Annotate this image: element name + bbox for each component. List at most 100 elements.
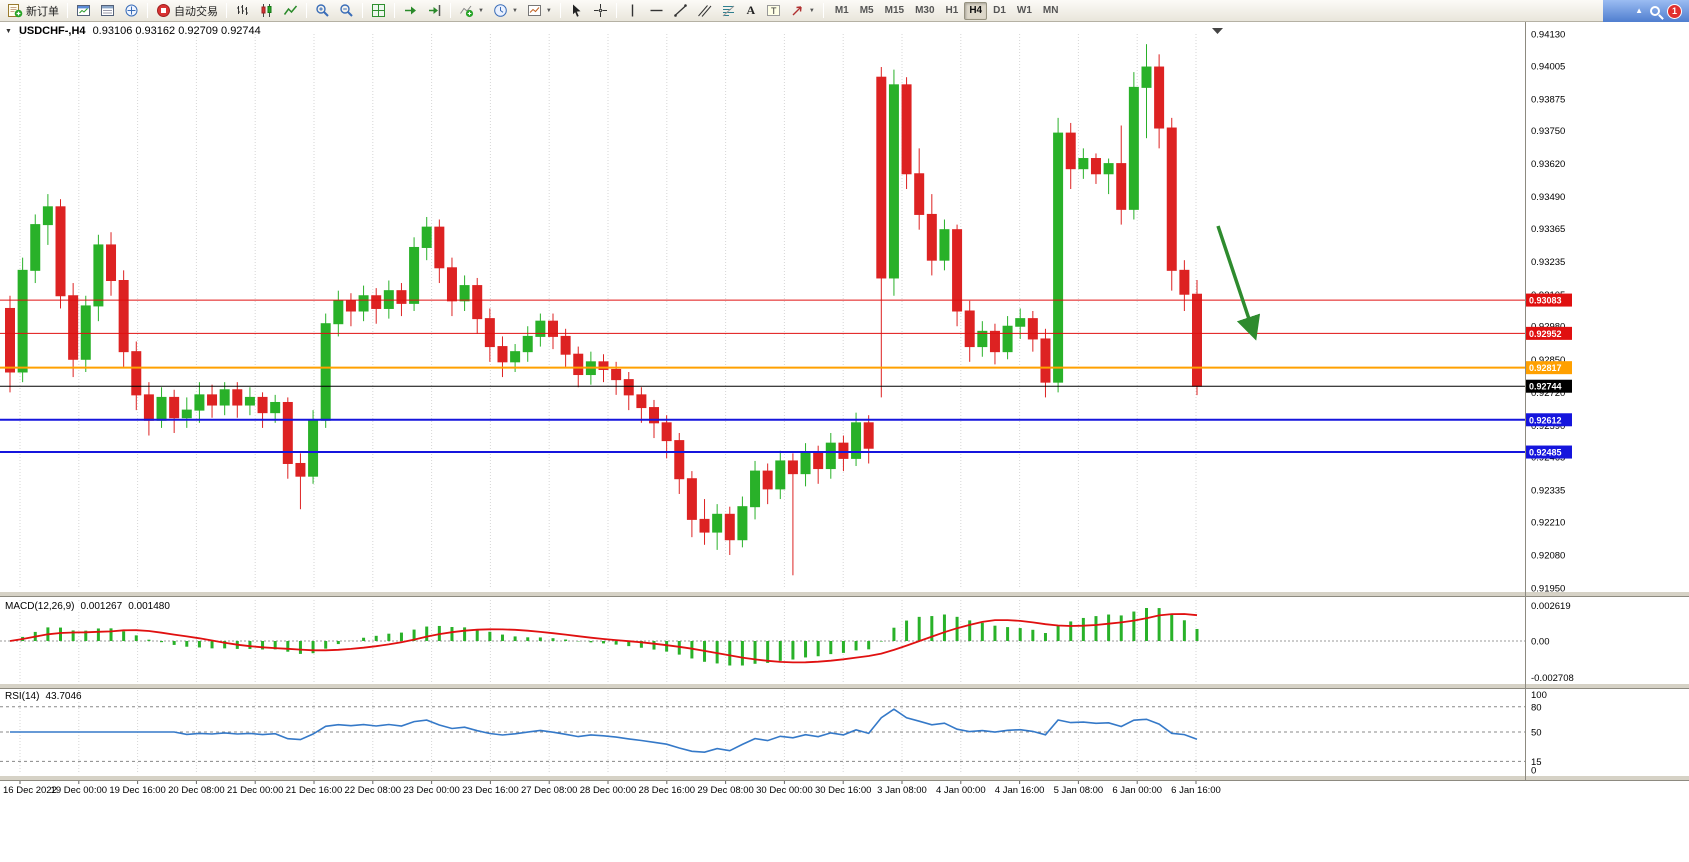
collapse-toolbar-icon[interactable]: ▲ bbox=[1635, 6, 1643, 15]
timeframe-button-d1[interactable]: D1 bbox=[993, 5, 1006, 16]
timeframe-button-m1[interactable]: M1 bbox=[834, 5, 849, 16]
timeframe-button-m30[interactable]: M30 bbox=[915, 5, 935, 16]
arrows-button[interactable]: ▼ bbox=[786, 1, 819, 21]
candle bbox=[674, 432, 685, 494]
auto-scroll-button[interactable] bbox=[399, 1, 422, 21]
notification-badge[interactable]: 1 bbox=[1667, 3, 1682, 19]
candle bbox=[737, 496, 748, 548]
time-axis-label: 29 Dec 08:00 bbox=[697, 785, 754, 796]
candle bbox=[964, 300, 975, 362]
tile-windows-button[interactable] bbox=[367, 1, 390, 21]
candle bbox=[1192, 279, 1202, 396]
svg-text:0.00: 0.00 bbox=[1531, 637, 1550, 648]
search-icon[interactable] bbox=[1650, 6, 1660, 16]
new-order-button[interactable]: 新订单 bbox=[3, 1, 63, 21]
market-watch-button[interactable] bbox=[72, 1, 95, 21]
toolbar-search-area: ▲ 1 bbox=[1603, 0, 1689, 22]
cursor-button[interactable] bbox=[565, 1, 588, 21]
candlestick-icon bbox=[261, 4, 272, 17]
trend-arrow[interactable] bbox=[1216, 225, 1261, 341]
periods-clock-icon bbox=[494, 4, 507, 17]
toolbar-separator bbox=[450, 3, 451, 18]
price-axis[interactable]: 0.94130 0.94005 0.93875 0.93750 0.93620 0.934… bbox=[1531, 30, 1565, 595]
chart-menu-icon[interactable]: ▼ bbox=[5, 27, 12, 35]
text-button[interactable]: A bbox=[741, 1, 761, 21]
candle bbox=[345, 293, 356, 327]
candle bbox=[560, 328, 571, 367]
candle bbox=[914, 148, 925, 230]
svg-text:-0.002708: -0.002708 bbox=[1531, 673, 1574, 684]
price-badge: 0.93083 bbox=[1526, 293, 1572, 307]
candle bbox=[762, 463, 773, 505]
toolbar-separator bbox=[147, 3, 148, 18]
zoom-out-button[interactable] bbox=[335, 1, 358, 21]
periods-button[interactable]: ▼ bbox=[489, 1, 522, 21]
price-axis-label: 0.93490 bbox=[1531, 192, 1565, 203]
text-label-button[interactable]: T bbox=[762, 1, 785, 21]
panel-splitter[interactable] bbox=[0, 775, 1689, 781]
candle bbox=[838, 435, 849, 472]
chevron-down-icon: ▼ bbox=[511, 7, 518, 14]
vertical-line-button[interactable] bbox=[621, 1, 644, 21]
candle bbox=[396, 283, 407, 317]
crosshair-button[interactable] bbox=[589, 1, 612, 21]
channel-button[interactable] bbox=[693, 1, 716, 21]
timeframe-button-mn[interactable]: MN bbox=[1042, 5, 1059, 16]
time-axis-label: 23 Dec 16:00 bbox=[462, 785, 519, 796]
auto-trading-button[interactable]: 自动交易 bbox=[152, 1, 222, 21]
zoom-in-button[interactable] bbox=[311, 1, 334, 21]
trendline-button[interactable] bbox=[669, 1, 692, 21]
panel-splitter[interactable] bbox=[0, 591, 1689, 597]
time-axis-label: 30 Dec 00:00 bbox=[756, 785, 813, 796]
data-window-button[interactable] bbox=[96, 1, 119, 21]
time-axis-label: 4 Jan 00:00 bbox=[936, 785, 986, 796]
panel-splitter[interactable] bbox=[0, 683, 1689, 689]
navigator-button[interactable] bbox=[120, 1, 143, 21]
time-axis-label: 6 Jan 00:00 bbox=[1112, 785, 1162, 796]
time-axis-label: 28 Dec 16:00 bbox=[639, 785, 696, 796]
time-axis-label: 21 Dec 00:00 bbox=[227, 785, 284, 796]
price-badge: 0.92952 bbox=[1526, 326, 1572, 340]
macd-axis[interactable]: 0.002619 0.00 -0.002708 bbox=[1531, 601, 1574, 684]
line-chart-button[interactable] bbox=[279, 1, 302, 21]
chart-symbol-label: USDCHF-,H4 bbox=[18, 25, 86, 37]
horizontal-line-button[interactable] bbox=[645, 1, 668, 21]
indicators-button[interactable]: ▼ bbox=[455, 1, 488, 21]
candle bbox=[459, 275, 470, 311]
candle bbox=[5, 295, 15, 393]
candle bbox=[547, 313, 558, 350]
candle bbox=[295, 453, 306, 510]
svg-text:0: 0 bbox=[1531, 766, 1536, 777]
candle bbox=[977, 321, 988, 357]
svg-text:0.92817: 0.92817 bbox=[1529, 363, 1562, 373]
candle bbox=[156, 387, 167, 428]
timeframe-button-w1[interactable]: W1 bbox=[1016, 5, 1032, 16]
toolbar-separator bbox=[822, 3, 824, 18]
timeframe-button-m5[interactable]: M5 bbox=[859, 5, 874, 16]
templates-button[interactable]: ▼ bbox=[523, 1, 556, 21]
candle bbox=[232, 382, 243, 418]
candle bbox=[446, 257, 457, 317]
candle bbox=[888, 69, 899, 296]
chart-end-marker[interactable] bbox=[1212, 28, 1223, 34]
fibonacci-button[interactable] bbox=[717, 1, 740, 21]
candlestick-chart-button[interactable] bbox=[255, 1, 278, 21]
candle bbox=[800, 443, 811, 487]
timeframe-button-m15[interactable]: M15 bbox=[884, 5, 905, 16]
chart-shift-button[interactable] bbox=[423, 1, 446, 21]
macd-signal-value: 0.001480 bbox=[128, 601, 170, 612]
candle bbox=[106, 232, 117, 296]
horizontal-line-icon bbox=[650, 9, 663, 12]
price-axis-label: 0.94130 bbox=[1531, 30, 1565, 41]
timeframe-button-h4[interactable]: H4 bbox=[964, 1, 988, 20]
candle bbox=[55, 199, 66, 309]
candles bbox=[5, 44, 1202, 576]
price-axis-label: 0.92080 bbox=[1531, 550, 1565, 561]
candle bbox=[131, 341, 142, 411]
line-chart-icon bbox=[283, 5, 298, 15]
timeframe-button-h1[interactable]: H1 bbox=[945, 5, 959, 16]
bar-chart-button[interactable] bbox=[231, 1, 254, 21]
